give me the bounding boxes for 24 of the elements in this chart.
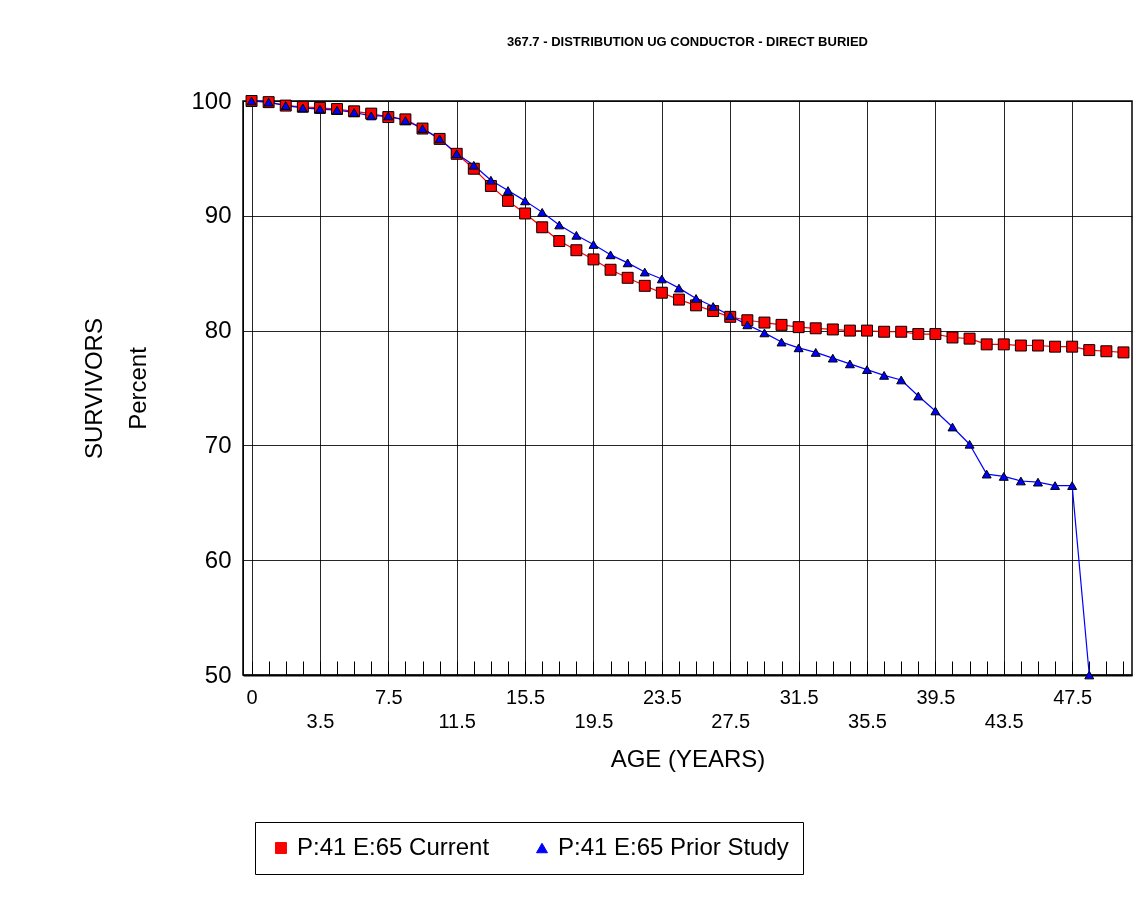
y-tick-label: 70: [204, 430, 232, 458]
x-tick-label: 27.5: [711, 709, 751, 732]
x-tick-label: 47.5: [1053, 685, 1093, 708]
x-tick-label: 19.5: [574, 709, 614, 732]
legend-label: P:41 E:65 Current: [297, 833, 490, 860]
y-tick-label: 100: [191, 86, 232, 114]
y-axis-title: SURVIVORS Percent: [80, 318, 152, 459]
y-tick-label: 90: [204, 201, 232, 229]
x-tick-label: 43.5: [984, 709, 1024, 732]
x-tick-label: 0: [246, 685, 258, 708]
chart-title: 367.7 - DISTRIBUTION UG CONDUCTOR - DIRECT BURIED: [507, 34, 868, 49]
x-tick-label: 39.5: [916, 685, 956, 708]
y-tick-label: 60: [204, 545, 232, 573]
x-tick-label: 15.5: [506, 685, 546, 708]
x-tick-label: 31.5: [779, 685, 819, 708]
y-tick-label: 80: [204, 316, 232, 344]
legend-label: P:41 E:65 Prior Study: [558, 833, 789, 860]
y-tick-label: 50: [204, 660, 232, 688]
x-tick-label: 3.5: [306, 709, 335, 732]
x-tick-label: 11.5: [438, 709, 476, 732]
x-tick-label: 35.5: [848, 709, 887, 732]
x-tick-label: 7.5: [374, 685, 403, 708]
x-axis-title: AGE (YEARS): [610, 744, 766, 772]
x-tick-label: 23.5: [642, 685, 682, 708]
